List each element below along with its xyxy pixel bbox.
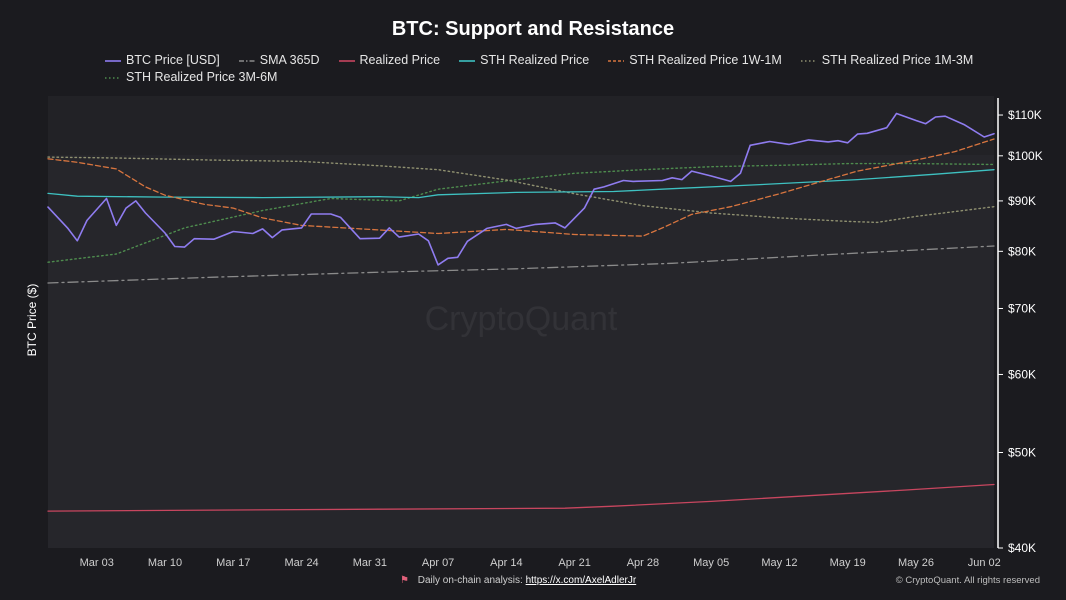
series-line-realized_price [47, 483, 995, 512]
y-tick-label: $110K [1008, 108, 1042, 122]
x-tick-label: Apr 07 [422, 557, 454, 569]
legend-item-sth_3m_6m[interactable]: STH Realized Price 3M-6M [104, 69, 277, 86]
legend-label: STH Realized Price 1W-1M [629, 53, 782, 67]
x-tick-label: Mar 10 [148, 557, 182, 569]
x-tick-label: Mar 24 [284, 557, 318, 569]
x-tick-label: Mar 17 [216, 557, 250, 569]
series-line-btc_price [47, 112, 995, 266]
legend-item-sma_365d[interactable]: SMA 365D [238, 52, 320, 69]
legend-item-realized_price[interactable]: Realized Price [338, 52, 441, 69]
series-line-sth_1w_1m [47, 138, 995, 237]
legend-label: STH Realized Price 1M-3M [821, 53, 974, 67]
y-tick-label: $90K [1008, 194, 1036, 208]
legend-swatch [459, 59, 476, 62]
footer-link[interactable]: https://x.com/AxelAdlerJr [525, 575, 637, 586]
footer-copyright: © CryptoQuant. All rights reserved [895, 575, 1040, 586]
legend-swatch [608, 59, 625, 62]
legend-label: Realized Price [359, 53, 441, 67]
legend-swatch [338, 59, 355, 62]
x-tick-label: May 19 [830, 557, 866, 569]
footer-attribution: ⚑ Daily on-chain analysis: https://x.com… [400, 575, 636, 586]
y-tick-label: $100K [1008, 149, 1043, 163]
legend-label: STH Realized Price 3M-6M [126, 70, 278, 84]
legend-swatch [105, 76, 121, 79]
flag-icon: ⚑ [400, 575, 409, 586]
legend: BTC Price [USD] SMA 365D Realized Price STH… [104, 52, 1004, 86]
watermark: CryptoQuant [425, 300, 618, 338]
legend-label: SMA 365D [259, 53, 320, 67]
legend-swatch [800, 59, 817, 62]
footer: ⚑ Daily on-chain analysis: https://x.com… [0, 575, 1066, 589]
x-tick-label: Apr 21 [558, 557, 590, 569]
y-tick-label: $60K [1008, 367, 1036, 381]
x-tick-label: Apr 28 [627, 557, 659, 569]
y-tick-label: $50K [1008, 445, 1036, 459]
legend-item-sth_realized[interactable]: STH Realized Price [458, 52, 589, 69]
series-line-sth_1m_3m [47, 156, 995, 224]
chart-title: BTC: Support and Resistance [391, 18, 675, 40]
y-axis-label: BTC Price ($) [25, 284, 39, 357]
legend-item-sth_1w_1m[interactable]: STH Realized Price 1W-1M [607, 52, 782, 69]
legend-swatch [105, 59, 121, 62]
y-tick-label: $80K [1008, 244, 1036, 258]
series-line-sma_365d [47, 245, 995, 284]
footer-analysis-label: Daily on-chain analysis: [417, 575, 523, 586]
x-tick-label: May 12 [761, 557, 797, 569]
plot-band [48, 154, 994, 548]
legend-item-btc_price[interactable]: BTC Price [USD] [104, 52, 220, 69]
series-line-sth_realized [47, 169, 995, 199]
y-tick-label: $70K [1008, 301, 1036, 315]
y-tick-label: $40K [1008, 541, 1036, 555]
legend-label: BTC Price [USD] [126, 53, 220, 67]
x-tick-label: Apr 14 [490, 557, 522, 569]
series-line-sth_3m_6m [47, 162, 995, 263]
legend-swatch [238, 59, 255, 62]
x-tick-label: Mar 31 [353, 557, 387, 569]
x-tick-label: Mar 03 [80, 557, 114, 569]
x-tick-label: May 05 [693, 557, 729, 569]
legend-label: STH Realized Price [480, 53, 590, 67]
x-tick-label: Jun 02 [968, 557, 1001, 569]
legend-item-sth_1m_3m[interactable]: STH Realized Price 1M-3M [800, 52, 973, 69]
x-tick-label: May 26 [898, 557, 934, 569]
